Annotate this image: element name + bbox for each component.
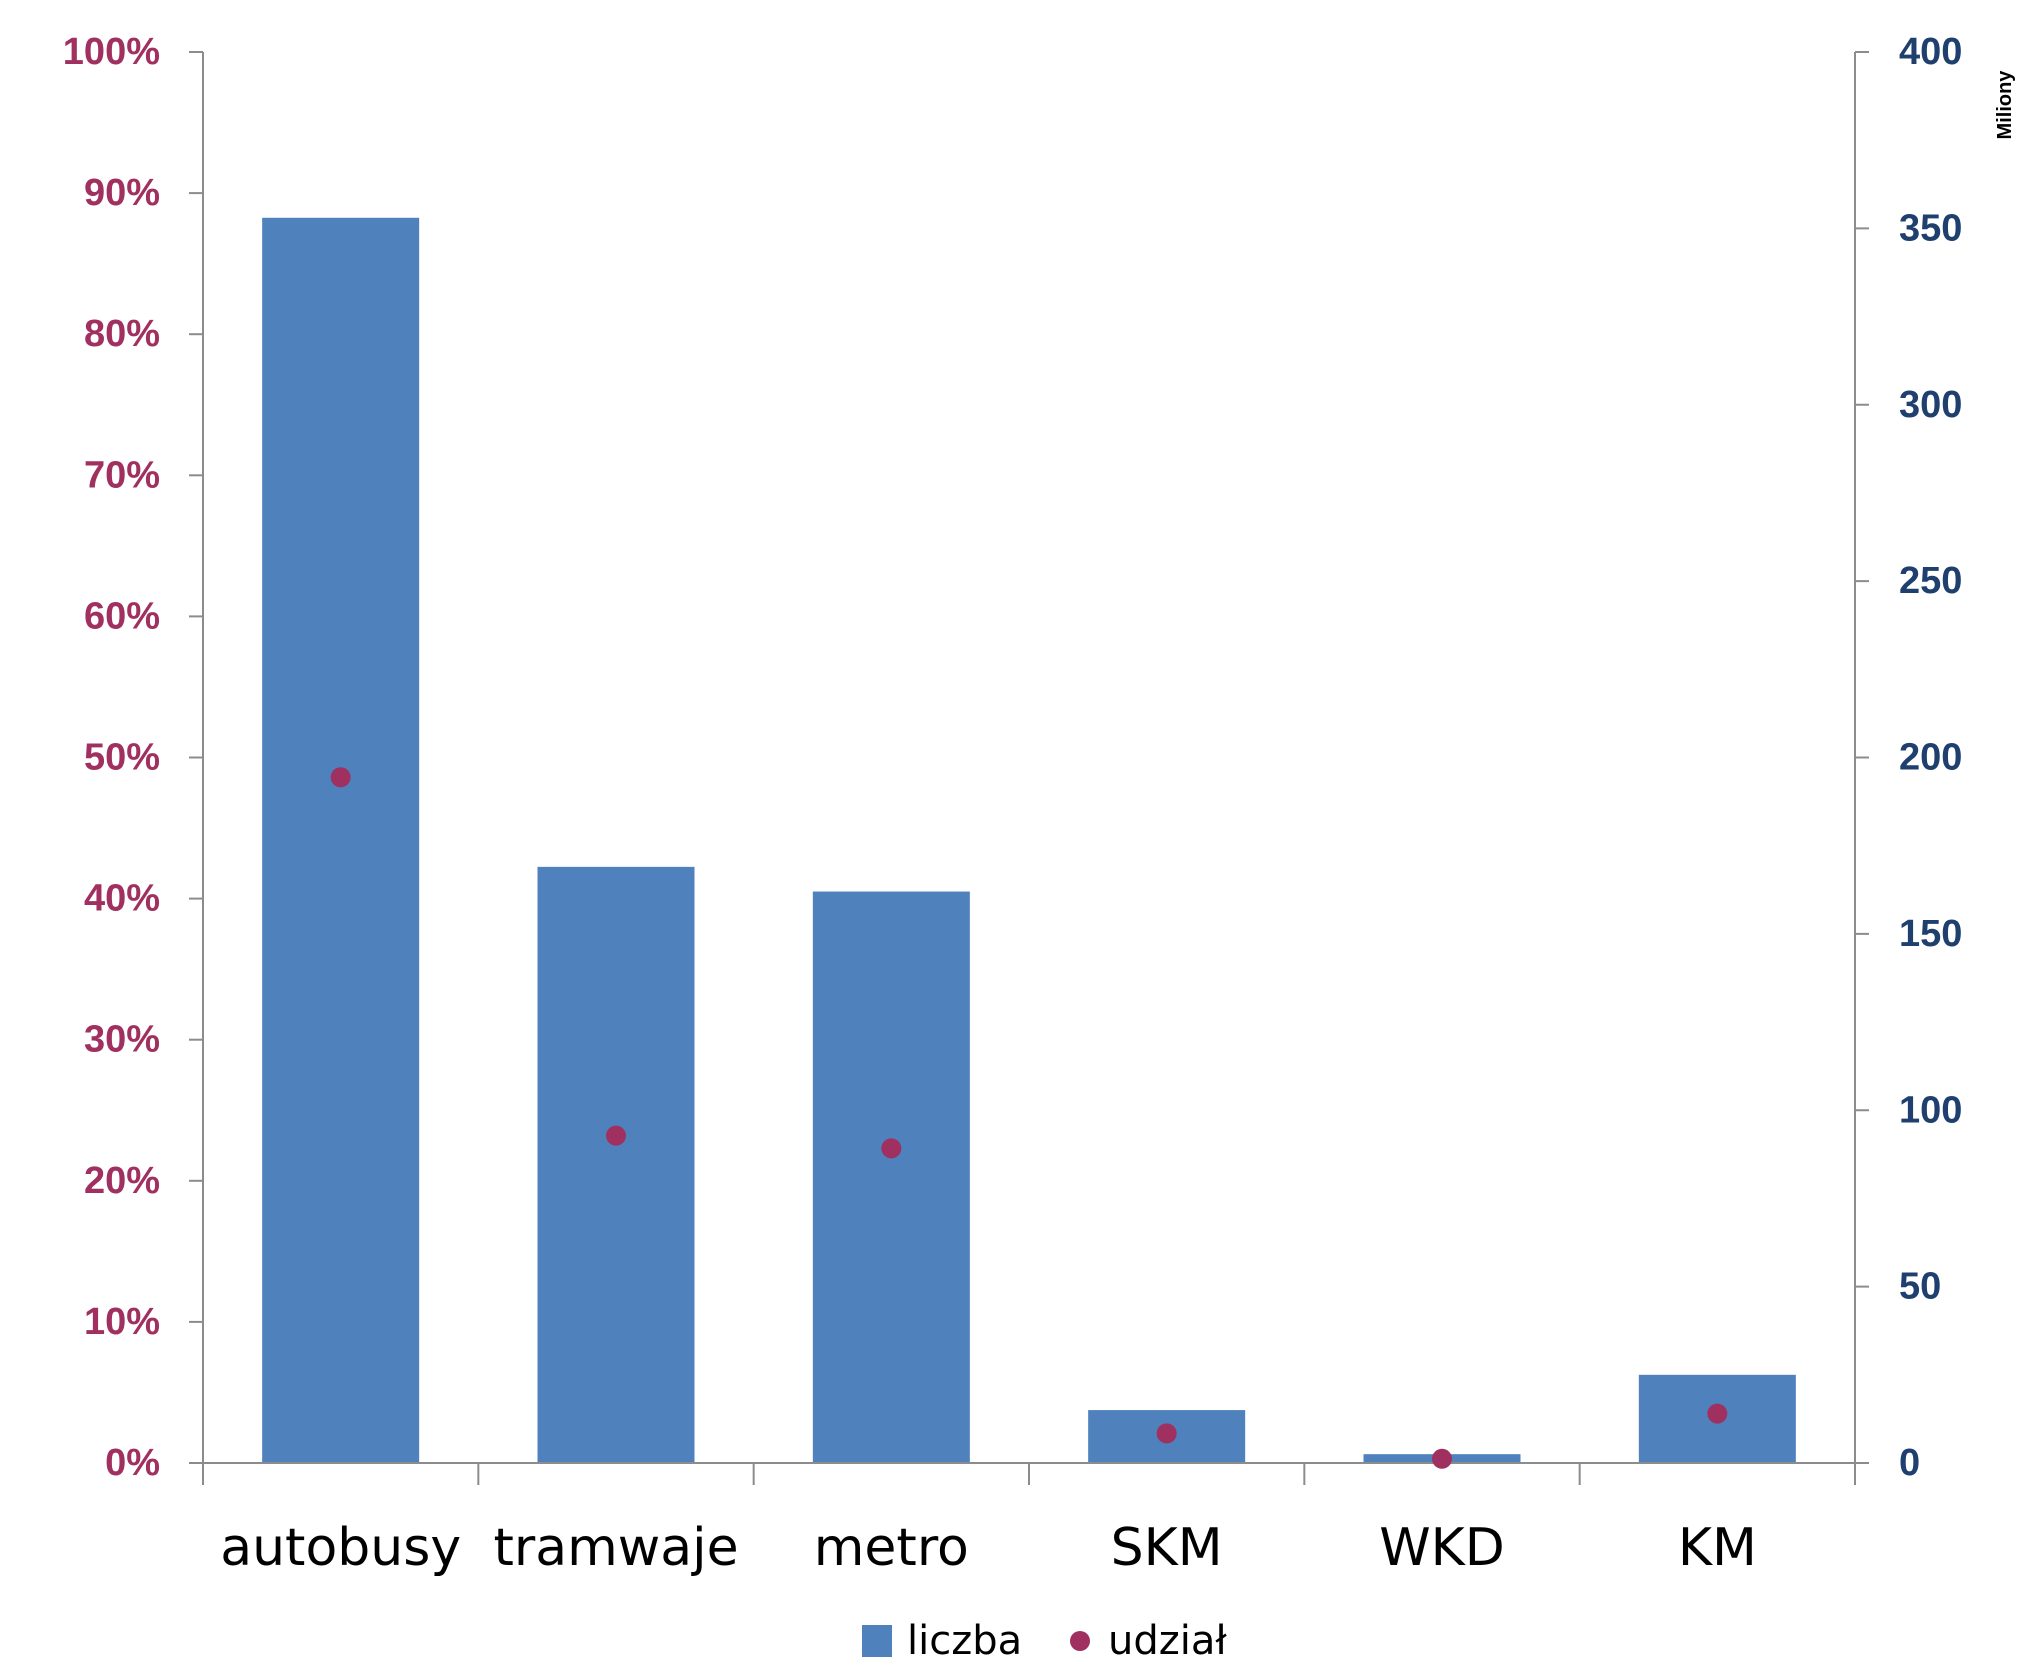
legend-label-liczba: liczba xyxy=(907,1618,1022,1663)
points-layer xyxy=(330,767,1728,1469)
category-label-metro: metro xyxy=(814,1518,969,1578)
axes-layer xyxy=(189,51,1869,1485)
right-tick-label: 350 xyxy=(1899,207,1962,249)
right-tick-label: 200 xyxy=(1899,737,1962,779)
category-label-wkd: WKD xyxy=(1379,1518,1505,1578)
legend-label-udzial: udział xyxy=(1108,1618,1227,1663)
right-tick-label: 100 xyxy=(1899,1089,1962,1131)
point-wkd xyxy=(1432,1448,1452,1469)
point-tramwaje xyxy=(606,1125,626,1146)
left-tick-label: 40% xyxy=(84,878,160,920)
right-tick-label: 0 xyxy=(1899,1442,1920,1484)
bar-autobusy xyxy=(262,217,420,1464)
right-tick-label: 50 xyxy=(1899,1266,1941,1308)
bars-layer xyxy=(262,217,1796,1464)
legend: liczba udział xyxy=(862,1618,1227,1663)
left-tick-label: 90% xyxy=(84,172,160,214)
left-tick-label: 50% xyxy=(84,737,160,779)
point-km xyxy=(1707,1403,1728,1424)
category-label-km: KM xyxy=(1678,1518,1757,1578)
right-tick-label: 150 xyxy=(1899,913,1962,955)
left-tick-label: 100% xyxy=(63,31,160,73)
point-skm xyxy=(1156,1423,1177,1444)
left-tick-label: 80% xyxy=(84,313,160,355)
category-label-tramwaje: tramwaje xyxy=(493,1518,738,1578)
point-metro xyxy=(881,1138,902,1159)
labels-layer: 0% 10% 20% 30% 40% 50% 60% 70% 80% 90% 100% 0 50 100 1… xyxy=(63,31,2016,1578)
left-tick-label: 20% xyxy=(84,1160,160,1202)
right-tick-label: 250 xyxy=(1899,560,1962,602)
legend-swatch-liczba xyxy=(862,1625,892,1657)
category-label-autobusy: autobusy xyxy=(220,1518,461,1578)
right-tick-label: 400 xyxy=(1899,31,1962,73)
left-tick-label: 70% xyxy=(84,454,160,496)
category-label-skm: SKM xyxy=(1111,1518,1223,1578)
legend-marker-udzial xyxy=(1070,1631,1090,1651)
bar-metro xyxy=(812,891,970,1463)
left-tick-label: 30% xyxy=(84,1019,160,1061)
bar-tramwaje xyxy=(537,866,695,1463)
left-tick-label: 10% xyxy=(84,1301,160,1343)
point-autobusy xyxy=(330,767,351,788)
left-tick-label: 0% xyxy=(105,1442,160,1484)
right-tick-label: 300 xyxy=(1899,384,1962,426)
right-axis-unit-label: Miliony xyxy=(1994,70,2016,140)
left-tick-label: 60% xyxy=(84,595,160,637)
